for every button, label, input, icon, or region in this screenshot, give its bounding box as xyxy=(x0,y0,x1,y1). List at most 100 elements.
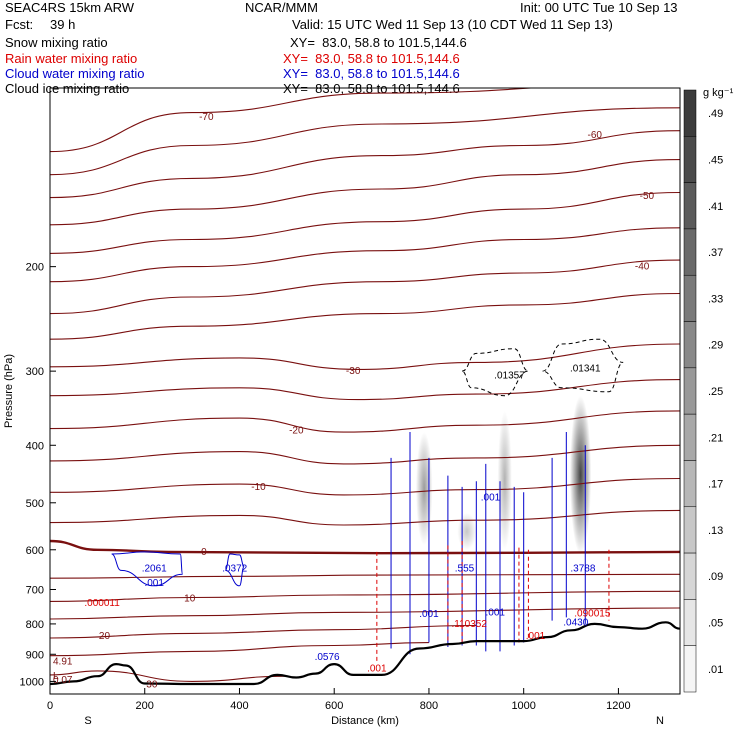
maximum-label-10: .000011 xyxy=(84,598,120,609)
y-tick-label: 900 xyxy=(26,649,44,661)
side-letter-0: L xyxy=(53,671,59,682)
isotherm-12 xyxy=(50,477,680,496)
x-tick-label: 0 xyxy=(47,700,53,712)
y-tick-label: 300 xyxy=(26,366,44,378)
forecast-hour: 39 h xyxy=(50,17,76,32)
field-rain-name: Rain water mixing ratio xyxy=(5,51,138,66)
maximum-label-5: .001 xyxy=(481,493,501,504)
colorbar-bin xyxy=(683,552,697,600)
isotherm-1 xyxy=(50,107,680,176)
maximum-label-9: .0576 xyxy=(315,652,340,663)
maximum-label-15: .01357 xyxy=(494,370,525,381)
y-tick-label: 1000 xyxy=(20,676,44,688)
isotherm-label: 30 xyxy=(146,680,158,691)
colorbar: .49 .45 .41 .37 .33 .29 .25 .21 .17 .13 .09 .05 .01 g… xyxy=(683,87,734,693)
isotherm-14 xyxy=(50,539,680,555)
isotherm-label: -70 xyxy=(199,112,214,123)
hydrometeor-contours xyxy=(111,338,624,663)
colorbar-label: .45 xyxy=(708,154,723,166)
x-tick-label: 800 xyxy=(420,700,438,712)
temperature-contours xyxy=(50,88,680,682)
isotherm-label: -10 xyxy=(251,482,266,493)
colorbar-bin xyxy=(683,89,697,137)
field-rain-xy: XY= 83.0, 58.8 to 101.5,144.6 xyxy=(283,51,460,66)
maximum-label-11: .110352 xyxy=(452,619,488,630)
isotherm-4 xyxy=(50,191,680,254)
x-end-label-north: N xyxy=(656,715,664,727)
isotherm-17 xyxy=(50,607,680,620)
plot-frame xyxy=(49,87,681,695)
colorbar-bin xyxy=(683,228,697,276)
x-tick-label: 400 xyxy=(230,700,248,712)
isotherm-8 xyxy=(50,343,680,370)
colorbar-label: .41 xyxy=(708,201,723,213)
maximum-label-13: .001 xyxy=(526,631,546,642)
cloud-water-contour-0 xyxy=(111,551,184,587)
colorbar-bin xyxy=(683,182,697,230)
isotherm-3 xyxy=(50,159,680,226)
isotherm-0 xyxy=(50,88,539,153)
x-tick-label: 200 xyxy=(136,700,154,712)
colorbar-bin xyxy=(683,136,697,183)
side-value-0: 4.91 xyxy=(53,656,73,667)
isotherm-label: -60 xyxy=(588,130,603,141)
isotherm-label: 20 xyxy=(99,631,111,642)
isotherm-13 xyxy=(50,509,680,526)
y-tick-label: 400 xyxy=(26,440,44,452)
org-label: NCAR/MMM xyxy=(245,0,318,15)
isotherm-label: -20 xyxy=(289,426,304,437)
model-title: SEAC4RS 15km ARW xyxy=(5,0,135,15)
isotherm-20 xyxy=(50,670,287,682)
isotherm-7 xyxy=(50,292,680,340)
maximum-label-0: .2061 xyxy=(142,563,167,574)
isotherm-5 xyxy=(50,227,680,283)
colorbar-label: .21 xyxy=(708,432,723,444)
init-time: Init: 00 UTC Tue 10 Sep 13 xyxy=(520,0,678,15)
maximum-label-8: .0430 xyxy=(563,617,588,628)
colorbar-bin xyxy=(683,460,697,508)
colorbar-bin xyxy=(683,321,697,369)
colorbar-bin xyxy=(683,506,697,554)
colorbar-bin xyxy=(683,645,697,693)
isotherm-label: 0 xyxy=(201,547,207,558)
snow-column-0 xyxy=(415,432,433,546)
terrain-profile xyxy=(50,621,680,686)
maximum-label-2: .001 xyxy=(144,578,164,589)
y-tick-label: 600 xyxy=(26,545,44,557)
isotherm-label: -30 xyxy=(346,366,361,377)
x-axis-title: Distance (km) xyxy=(331,715,399,727)
forecast-label: Fcst: xyxy=(5,17,34,32)
field-snow-name: Snow mixing ratio xyxy=(5,35,108,50)
isotherm-18 xyxy=(50,624,477,639)
isotherm-9 xyxy=(50,379,680,401)
isotherm-19 xyxy=(50,642,429,657)
side-value-1: 0.07 xyxy=(53,675,73,686)
colorbar-label: .25 xyxy=(708,386,723,398)
colorbar-label: .01 xyxy=(708,664,723,676)
colorbar-label: .37 xyxy=(708,247,723,259)
colorbar-unit: g kg⁻¹ xyxy=(703,87,734,99)
isotherm-2 xyxy=(50,130,680,199)
y-tick-label: 500 xyxy=(26,498,44,510)
snow-column-3 xyxy=(457,512,477,550)
isotherm-11 xyxy=(50,444,680,465)
x-tick-label: 1200 xyxy=(606,700,630,712)
colorbar-label: .17 xyxy=(708,479,723,491)
colorbar-bin xyxy=(683,413,697,461)
colorbar-bin xyxy=(683,274,697,322)
y-tick-label: 700 xyxy=(26,585,44,597)
y-tick-label: 800 xyxy=(26,619,44,631)
cloud-ice-contour-0 xyxy=(461,348,529,397)
colorbar-label: .09 xyxy=(708,571,723,583)
valid-time: Valid: 15 UTC Wed 11 Sep 13 (10 CDT Wed … xyxy=(292,17,613,32)
colorbar-label: .49 xyxy=(708,108,723,120)
maximum-label-6: .001 xyxy=(419,609,439,620)
colorbar-label: .33 xyxy=(708,293,723,305)
cloud-water-contour-1 xyxy=(224,553,245,587)
snow-column-2 xyxy=(569,395,592,555)
isotherm-16 xyxy=(50,590,680,602)
isotherm-label: -50 xyxy=(640,191,655,202)
colorbar-bin xyxy=(683,367,697,415)
